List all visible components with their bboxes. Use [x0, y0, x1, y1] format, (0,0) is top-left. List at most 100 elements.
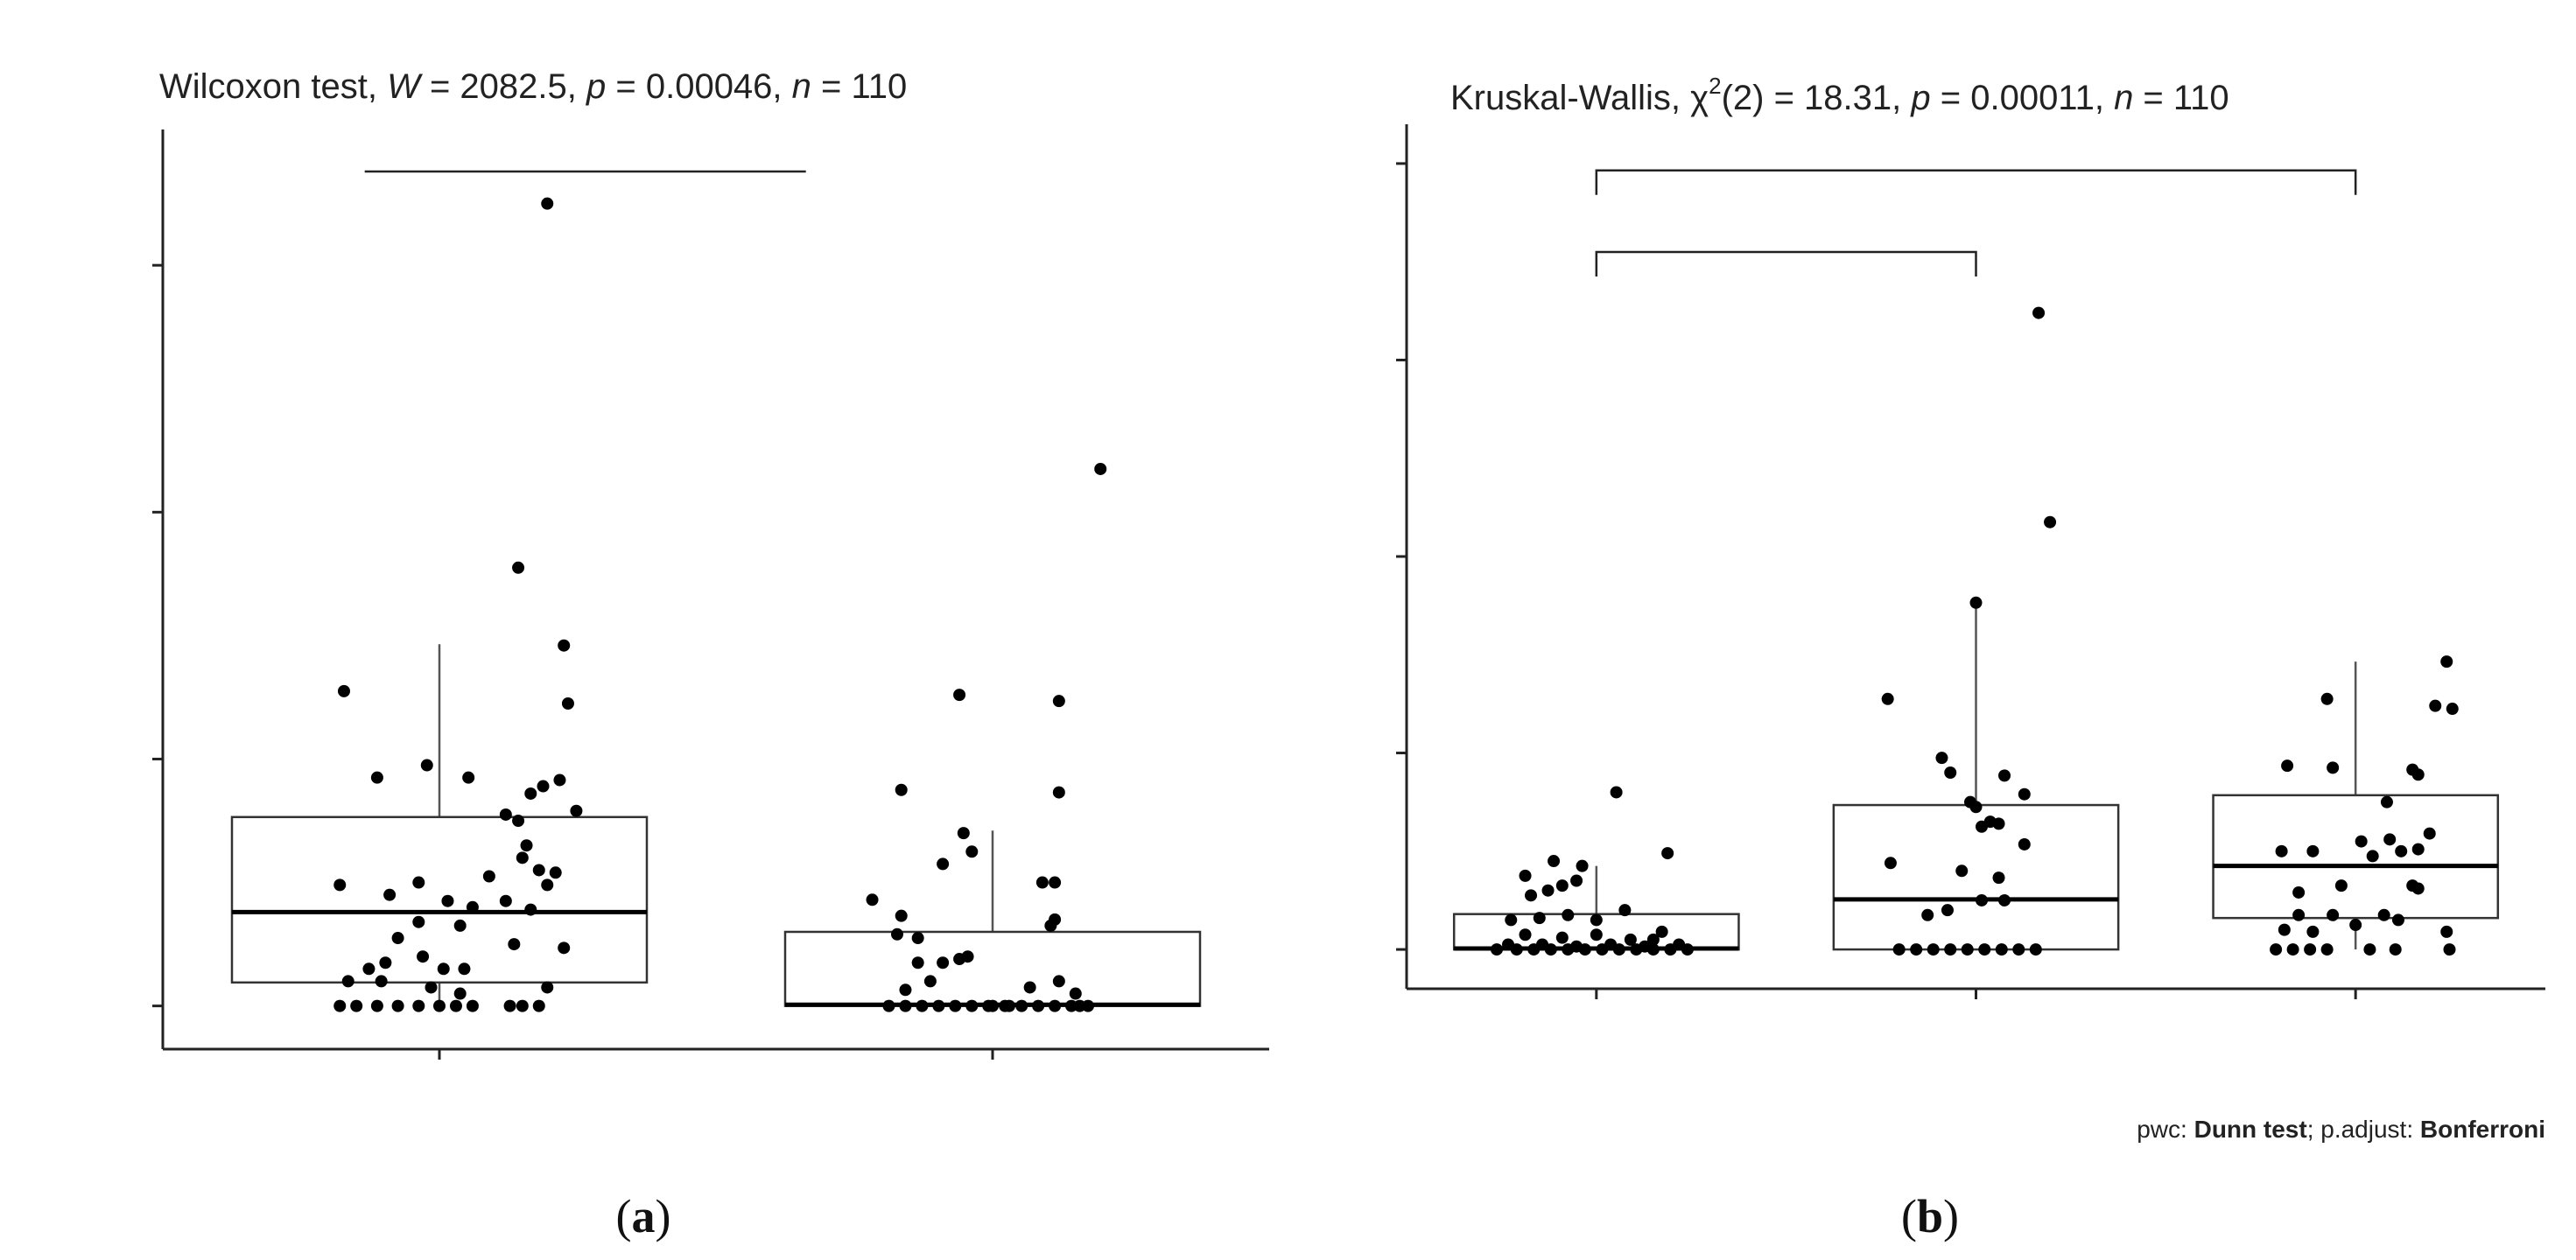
data-point	[499, 894, 512, 907]
data-point	[2440, 655, 2453, 668]
data-point	[2032, 306, 2046, 319]
data-point	[2018, 837, 2031, 850]
caption-letter: b	[1917, 1190, 1943, 1242]
pwc-note: pwc: Dunn test; p.adjust: Bonferroni	[2137, 1116, 2545, 1143]
data-point	[899, 984, 912, 997]
data-point	[1015, 999, 1028, 1012]
box-1	[783, 830, 1202, 1007]
data-point	[1590, 928, 1603, 942]
data-point	[1661, 847, 1674, 860]
data-point	[2406, 879, 2419, 892]
data-point	[1073, 999, 1086, 1012]
chart-title-part: n	[792, 67, 811, 106]
data-point	[561, 696, 574, 710]
data-point	[2377, 908, 2390, 921]
chart-title-part: 2	[1709, 73, 1721, 99]
data-point	[957, 827, 970, 840]
data-point	[2270, 943, 2283, 956]
data-point	[532, 999, 545, 1012]
data-point	[1519, 928, 1532, 942]
pwc-note-part: Bonferroni	[2420, 1116, 2545, 1143]
data-point	[986, 999, 999, 1012]
data-point	[549, 866, 562, 879]
data-point	[2395, 844, 2408, 858]
data-point	[433, 999, 446, 1012]
significance-bracket	[1595, 250, 1977, 276]
data-point	[2366, 850, 2379, 863]
data-point	[2029, 943, 2042, 956]
data-point	[412, 876, 425, 889]
data-point	[923, 975, 937, 988]
box-2	[2212, 662, 2500, 950]
data-point	[2446, 703, 2459, 716]
data-point	[911, 932, 924, 945]
data-point	[965, 999, 979, 1012]
data-point	[524, 787, 537, 800]
data-point	[516, 999, 529, 1012]
data-point	[1881, 692, 1894, 705]
data-point	[1555, 931, 1569, 944]
data-point	[2429, 699, 2442, 712]
data-point	[2363, 943, 2376, 956]
data-point	[2044, 515, 2057, 528]
data-point	[512, 561, 525, 574]
data-point	[1944, 943, 1957, 956]
data-point	[362, 962, 376, 976]
data-point	[1032, 999, 1045, 1012]
data-point	[1548, 855, 1561, 868]
data-point	[2320, 943, 2334, 956]
data-point	[1570, 940, 1583, 953]
caption-close: )	[656, 1190, 671, 1242]
chart-title-part: n	[2114, 79, 2133, 117]
data-point	[1976, 893, 1989, 906]
caption-open: (	[616, 1190, 632, 1242]
data-point	[2275, 844, 2288, 858]
data-point	[1604, 938, 1618, 951]
panel-a-chart: Wilcoxon test, W = 2082.5, p = 0.00046, …	[152, 67, 1269, 1242]
data-point	[2327, 908, 2340, 921]
data-point	[1525, 889, 1538, 902]
data-point	[1519, 869, 1532, 882]
data-point	[953, 689, 966, 702]
data-point	[466, 999, 479, 1012]
data-point	[2306, 925, 2320, 938]
data-point	[2320, 692, 2334, 705]
data-point	[937, 956, 950, 970]
data-point	[1618, 904, 1632, 917]
data-point	[375, 975, 388, 988]
box-iqr	[783, 930, 1202, 1007]
data-point	[516, 851, 529, 864]
data-point	[383, 888, 397, 901]
data-point	[508, 938, 521, 951]
data-point	[341, 975, 354, 988]
data-point	[1049, 876, 1062, 889]
data-point	[2391, 914, 2404, 927]
data-point	[541, 981, 554, 994]
data-point	[1921, 908, 1934, 921]
chart-title-part: χ	[1690, 79, 1709, 117]
data-point	[379, 956, 392, 970]
caption-close: )	[1943, 1190, 1959, 1242]
data-point	[466, 900, 479, 914]
panel-b-chart: Kruskal-Wallis, χ2(2) = 18.31, p = 0.000…	[1396, 73, 2545, 1242]
data-point	[499, 808, 512, 821]
chart-title-part: p	[1910, 79, 1930, 117]
data-point	[370, 999, 383, 1012]
data-point	[899, 999, 912, 1012]
data-point	[458, 962, 471, 976]
data-point	[1998, 769, 2011, 782]
data-point	[333, 878, 347, 892]
data-point	[1562, 908, 1575, 921]
data-point	[911, 956, 924, 970]
data-point	[2440, 925, 2453, 938]
panel-caption: (a)	[616, 1190, 671, 1242]
data-point	[1884, 857, 1897, 870]
data-point	[1541, 884, 1555, 897]
data-point	[553, 774, 566, 787]
data-point	[1935, 752, 1948, 765]
data-point	[1490, 943, 1503, 956]
data-point	[1992, 872, 2005, 885]
data-point	[1052, 786, 1065, 799]
data-point	[2334, 879, 2348, 892]
data-point	[417, 950, 430, 963]
